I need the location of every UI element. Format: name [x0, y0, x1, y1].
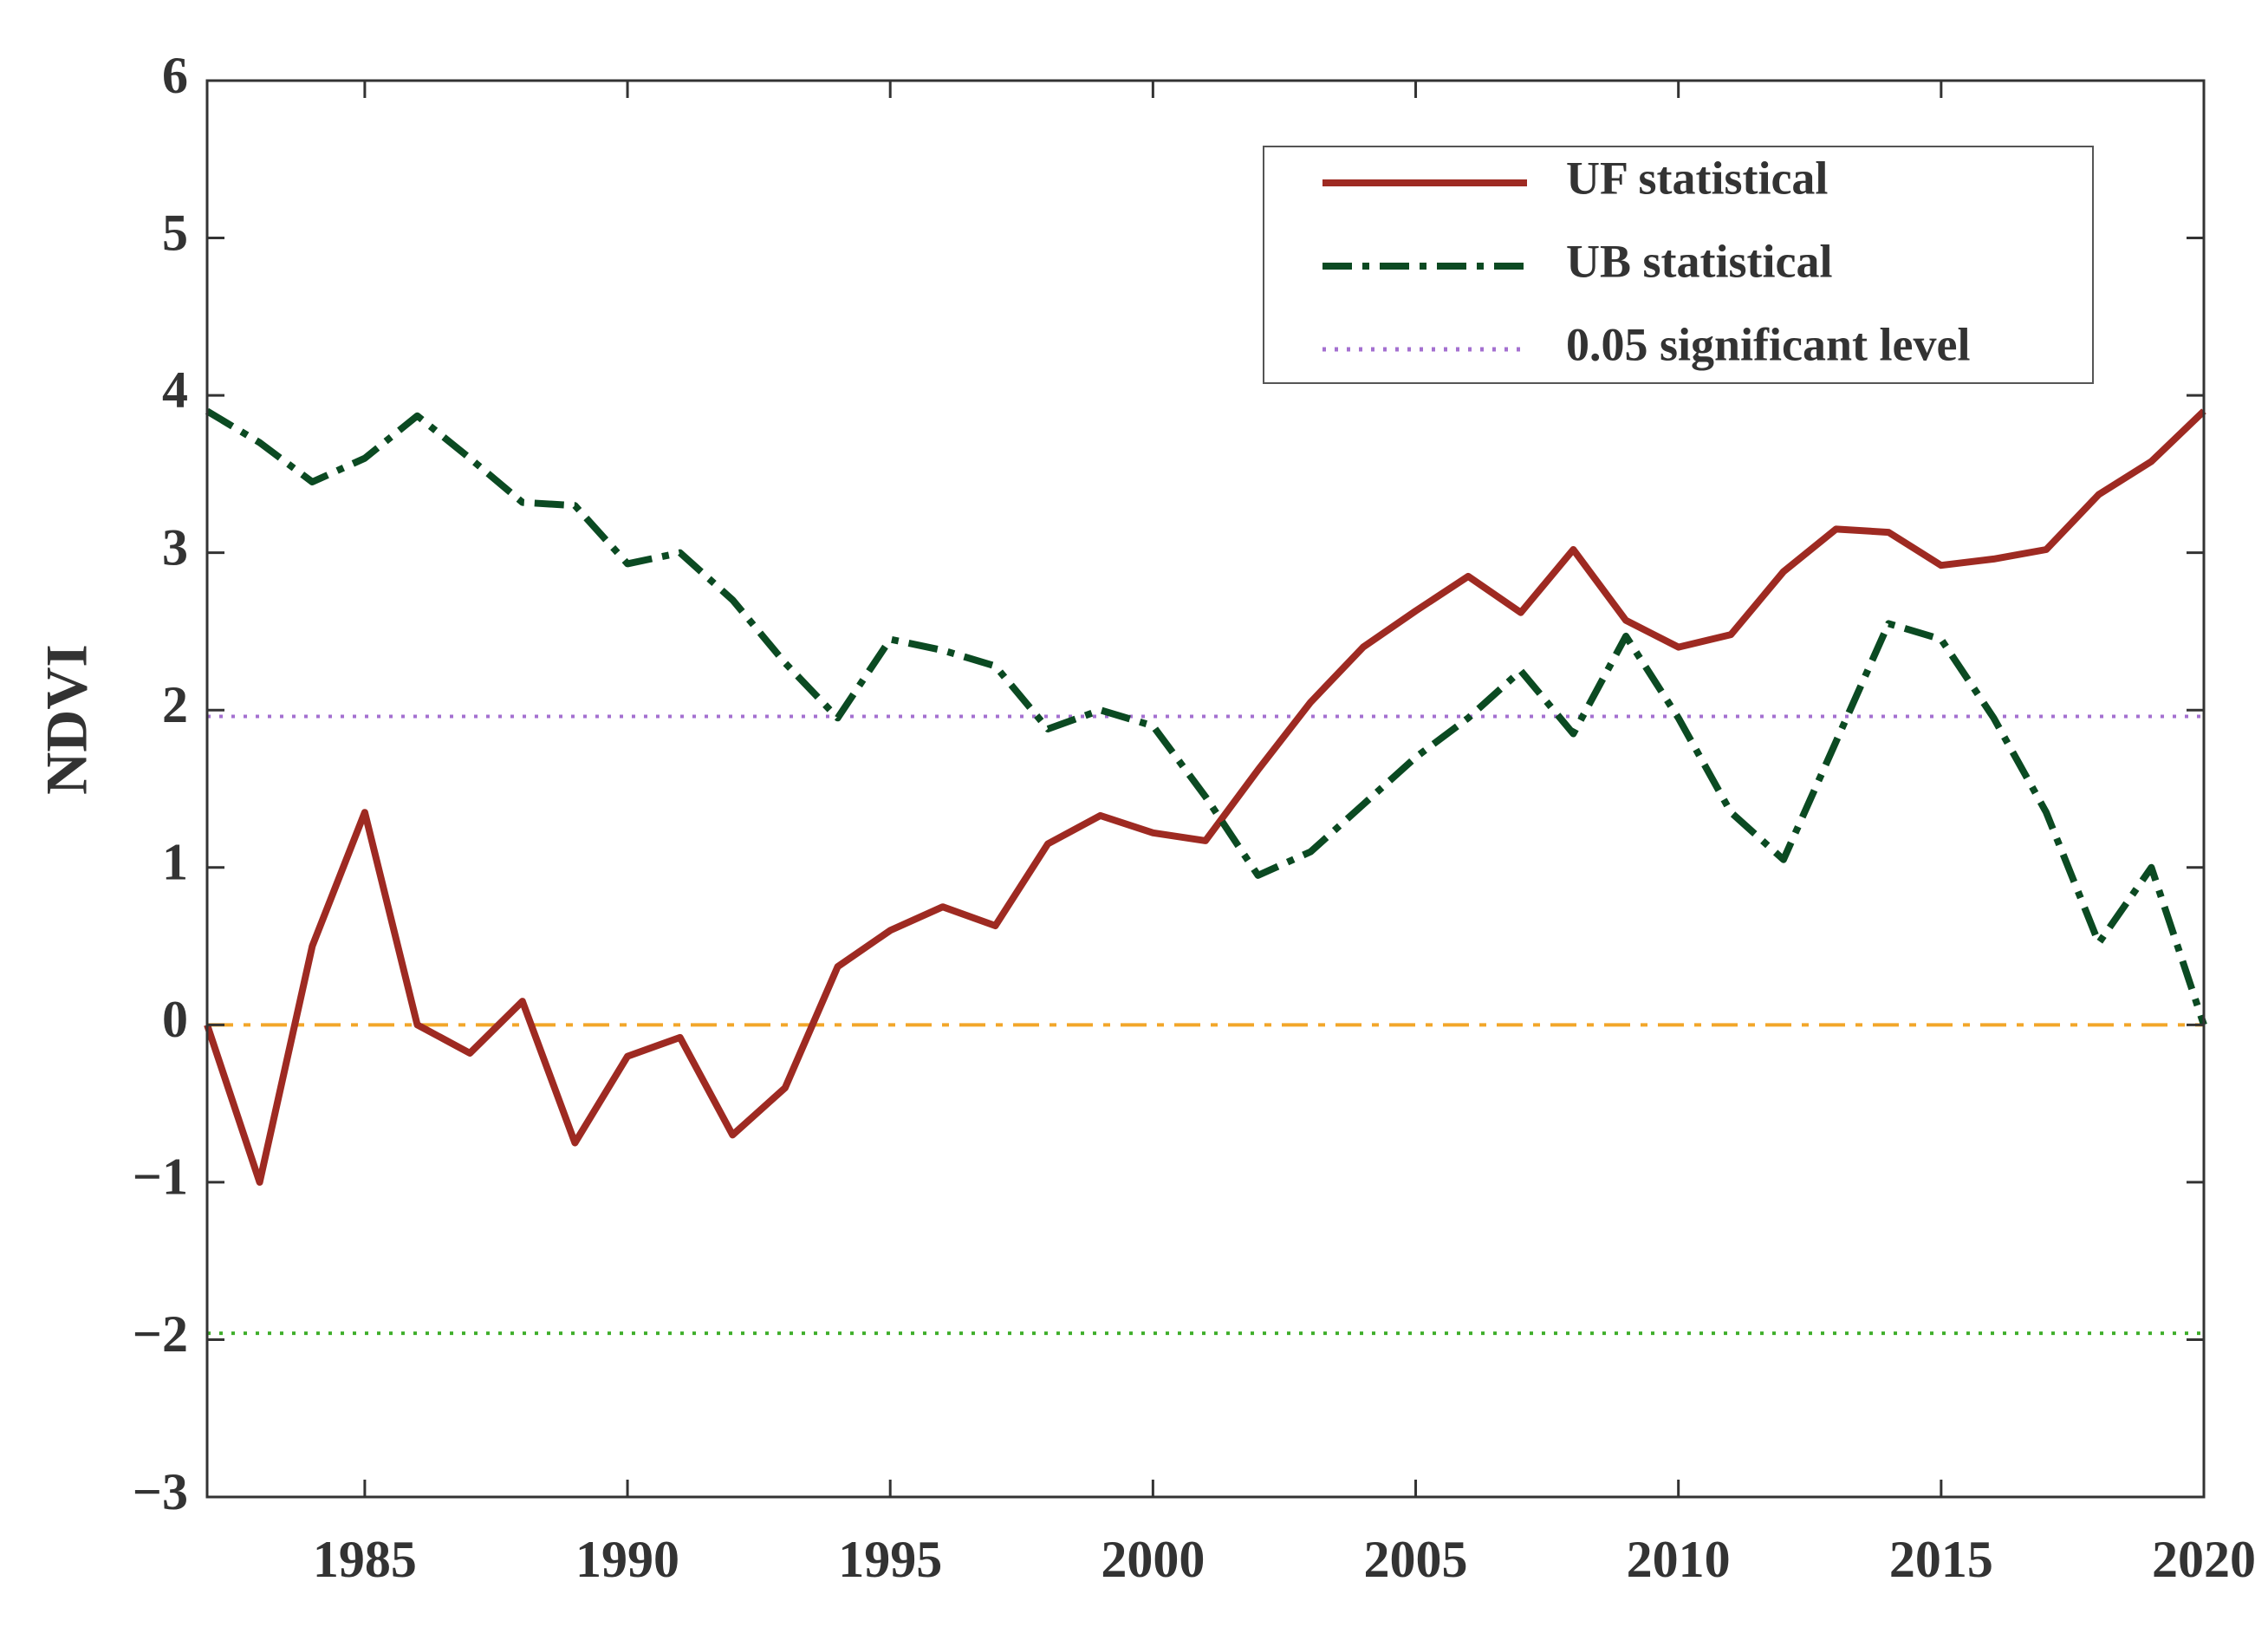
y-tick-label: 0: [162, 991, 188, 1048]
y-tick-label: −2: [133, 1305, 188, 1363]
y-tick-label: 6: [162, 47, 188, 104]
legend-label: 0.05 significant level: [1566, 318, 1970, 370]
x-tick-label: 1990: [575, 1531, 679, 1588]
y-tick-label: −3: [133, 1463, 188, 1520]
x-tick-label: 2005: [1364, 1531, 1468, 1588]
y-tick-label: 4: [162, 361, 188, 419]
x-tick-label: 2010: [1627, 1531, 1731, 1588]
y-tick-label: 1: [162, 834, 188, 891]
y-tick-label: 5: [162, 204, 188, 261]
x-tick-label: 1995: [838, 1531, 942, 1588]
legend-label: UF statistical: [1566, 152, 1828, 204]
series-line: [205, 407, 2207, 1026]
y-tick-label: 2: [162, 676, 188, 733]
y-tick-label: 3: [162, 518, 188, 576]
series-line: [204, 408, 2206, 1186]
y-tick-label: −1: [133, 1149, 188, 1206]
y-axis-label: NDVI: [34, 644, 100, 795]
x-tick-label: 1985: [313, 1531, 417, 1588]
x-tick-label: 2000: [1101, 1531, 1205, 1588]
x-tick-label: 2020: [2152, 1531, 2256, 1588]
x-tick-label: 2015: [1889, 1531, 1993, 1588]
plot-frame: [205, 79, 2206, 1499]
legend-label: UB statistical: [1566, 235, 1832, 287]
